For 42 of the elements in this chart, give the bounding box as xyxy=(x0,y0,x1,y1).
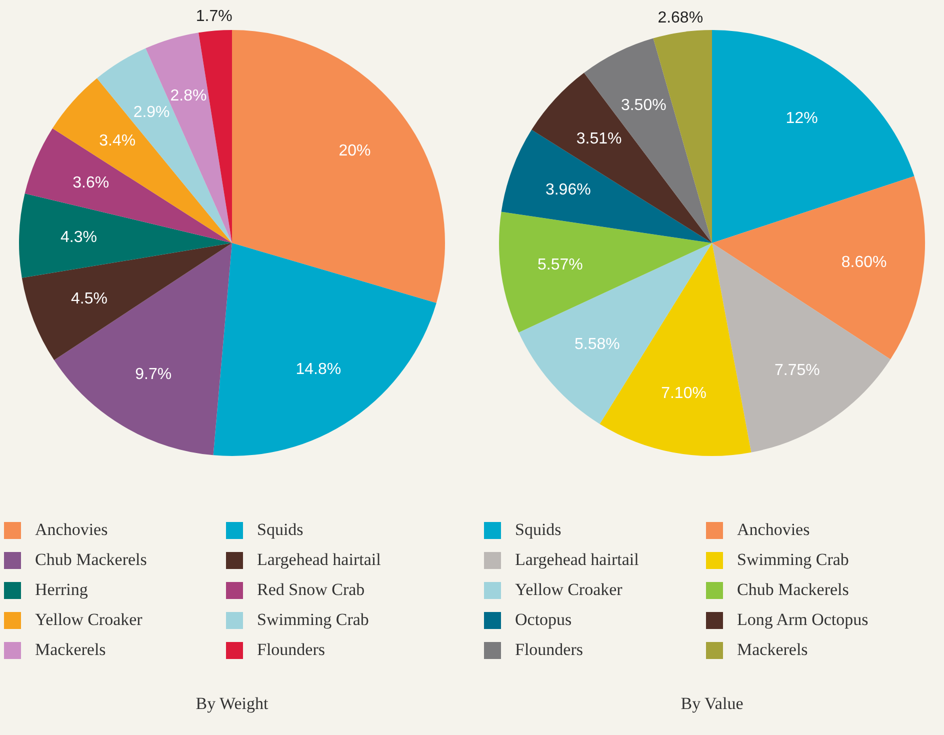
legend-label: Octopus xyxy=(515,610,572,630)
data-label: 3.50% xyxy=(620,97,666,114)
text: By Weight xyxy=(194,694,270,714)
data-label: 20% xyxy=(338,142,371,160)
legend-label: Long Arm Octopus xyxy=(737,610,868,630)
data-label: 5.57% xyxy=(538,256,583,274)
legend-label: Largehead hairtail xyxy=(257,550,381,570)
legend-label: Mackerels xyxy=(737,640,808,660)
legend-label: Swimming Crab xyxy=(737,550,849,570)
legend-label: Swimming Crab xyxy=(257,610,369,630)
data-label: 12% xyxy=(786,110,818,128)
data-label: 3.4% xyxy=(99,132,136,150)
data-label: 5.58% xyxy=(574,336,620,354)
legend-label: Largehead hairtail xyxy=(515,550,639,570)
legend-label: Chub Mackerels xyxy=(737,580,849,600)
legend-label: Anchovies xyxy=(35,520,108,540)
data-label: 3.96% xyxy=(545,181,591,198)
data-label: 9.7% xyxy=(135,366,172,384)
legend-label: Chub Mackerels xyxy=(35,550,147,570)
data-label: 4.3% xyxy=(60,229,97,246)
data-label: 3.6% xyxy=(72,174,110,192)
data-label: 7.10% xyxy=(661,385,706,402)
data-label: 3.51% xyxy=(576,130,622,148)
data-label: 2.9% xyxy=(133,104,170,121)
legend-label: Herring xyxy=(35,580,88,600)
data-label: 14.8% xyxy=(296,361,342,378)
legend-label: Flounders xyxy=(515,640,583,660)
legend-label: Anchovies xyxy=(737,520,810,540)
legend-label: Squids xyxy=(515,520,562,540)
legend-label: Squids xyxy=(257,520,304,540)
legend-label: Yellow Croaker xyxy=(515,580,622,600)
data-label: 2.68% xyxy=(658,10,704,27)
data-label: 1.7% xyxy=(196,8,232,26)
data-label: 4.5% xyxy=(70,290,108,308)
legend-label: Red Snow Crab xyxy=(257,580,365,600)
legend-label: Flounders xyxy=(257,640,325,660)
text: By Value xyxy=(680,694,744,714)
data-label: 8.60% xyxy=(841,254,887,272)
data-label: 2.8% xyxy=(170,87,207,104)
data-label: 7.75% xyxy=(774,362,820,379)
legend-label: Mackerels xyxy=(35,640,106,660)
legend-label: Yellow Croaker xyxy=(35,610,142,630)
